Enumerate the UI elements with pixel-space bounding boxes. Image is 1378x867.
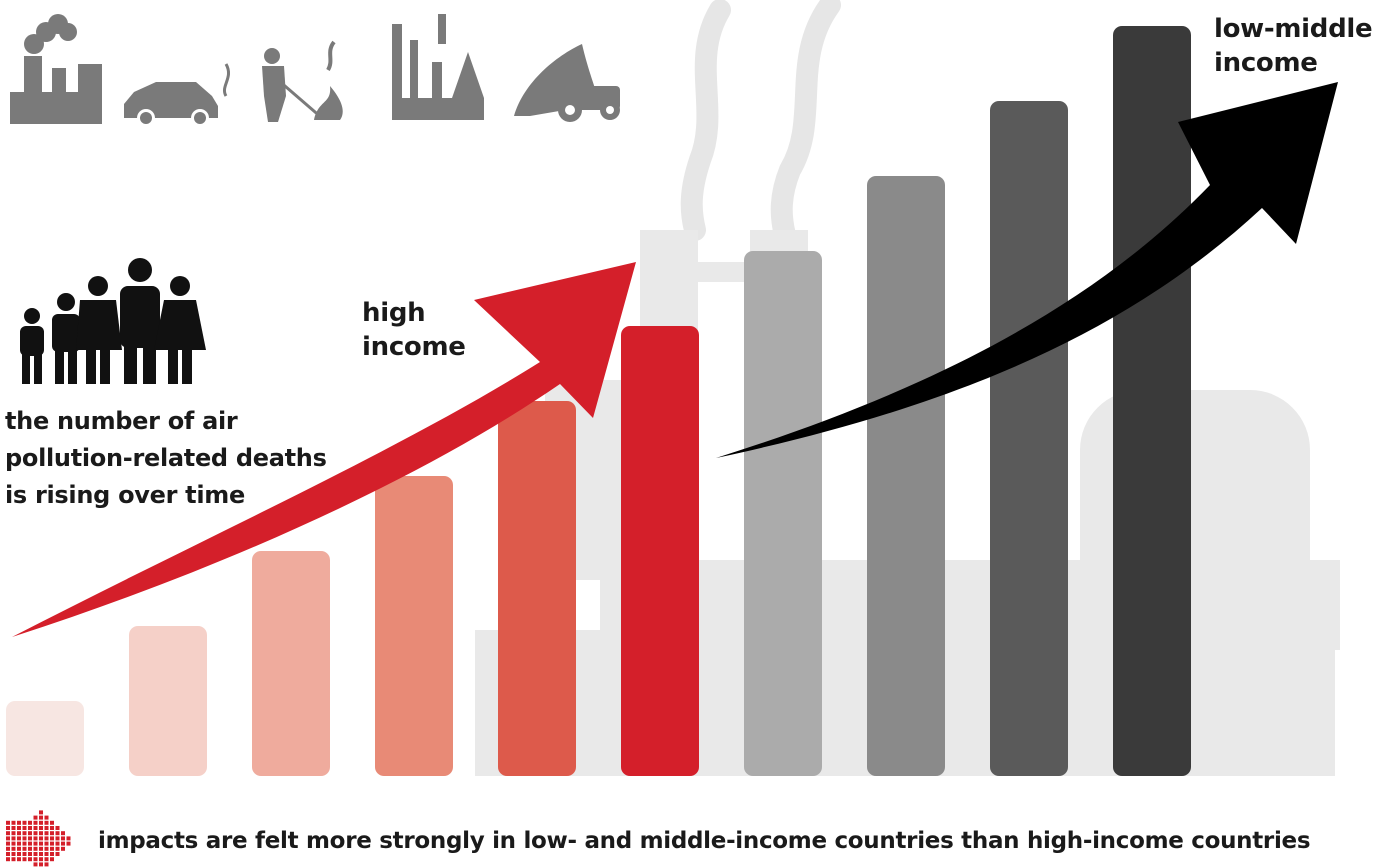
family-icon — [20, 258, 206, 384]
high-income-label: high income — [362, 296, 466, 364]
low-middle-income-label: low-middle income — [1214, 12, 1373, 80]
factory-icon — [10, 14, 102, 124]
high-income-line-2: income — [362, 332, 466, 362]
bar-8 — [867, 176, 945, 776]
tractor-icon — [514, 44, 620, 122]
bar-2 — [129, 626, 207, 776]
car-exhaust-icon — [124, 63, 231, 127]
low-middle-income-arrow — [716, 82, 1338, 458]
bar-series — [6, 26, 1191, 776]
footer-text: impacts are felt more strongly in low- a… — [98, 828, 1311, 854]
bar-5 — [498, 401, 576, 776]
bar-10 — [1113, 26, 1191, 776]
bar-4 — [375, 476, 453, 776]
description-text: the number of air pollution-related deat… — [5, 407, 327, 509]
industry-icon — [392, 14, 484, 120]
burning-waste-icon — [262, 40, 343, 122]
low-middle-income-line-1: low-middle — [1214, 14, 1373, 44]
high-income-arrow — [12, 262, 636, 637]
bar-7 — [744, 251, 822, 776]
dotted-arrow-icon — [6, 810, 71, 867]
bar-1 — [6, 701, 84, 776]
low-middle-income-line-2: income — [1214, 48, 1318, 78]
bar-6 — [621, 326, 699, 776]
bar-9 — [990, 101, 1068, 776]
high-income-line-1: high — [362, 298, 426, 328]
bar-3 — [252, 551, 330, 776]
